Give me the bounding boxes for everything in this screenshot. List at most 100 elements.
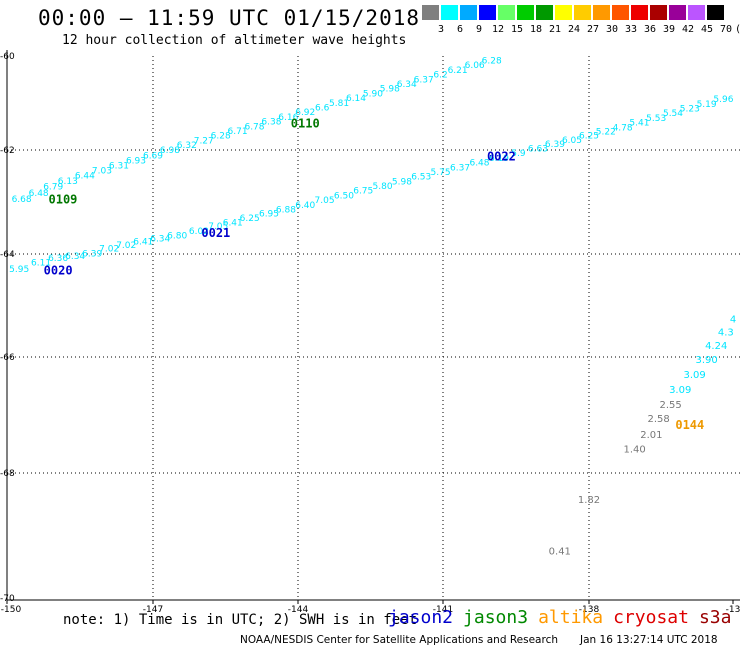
legend-swatch (460, 5, 477, 20)
swh-value: 7.27 (194, 136, 214, 146)
y-tick-label: -68 (0, 469, 15, 479)
legend-swatch (441, 5, 458, 20)
swh-value: 6.25 (240, 214, 260, 224)
plot-area: -150 -147 -144 -141 -138 -13 -60 -62 -64 -66 -68 -7… (0, 50, 740, 612)
swh-value: 6.32 (177, 141, 197, 151)
swh-value: 6.80 (167, 231, 187, 241)
swh-value: 6.92 (295, 108, 315, 118)
legend-swatch (669, 5, 686, 20)
swh-value: 7.05 (315, 196, 335, 206)
legend-label: 70 (719, 24, 733, 35)
legend-swatch (498, 5, 515, 20)
pass-time-label: 0021 (201, 226, 230, 240)
swh-value: 2.58 (647, 414, 669, 425)
legend-label: 12 (491, 24, 505, 35)
swh-value: 5.22 (596, 127, 616, 137)
legend-label: 3 (437, 24, 445, 35)
swh-value: 6.34 (65, 252, 85, 262)
swh-value: 6.25 (579, 132, 599, 142)
swh-value: 3.09 (669, 385, 691, 396)
credit-text: NOAA/NESDIS Center for Satellite Applica… (240, 634, 558, 646)
legend-swatch (517, 5, 534, 20)
swh-value: 4.78 (613, 123, 633, 133)
footer-note: note: 1) Time is in UTC; 2) SWH is in fe… (63, 612, 418, 628)
swh-value: 6.06 (465, 61, 485, 71)
legend-swatch (422, 5, 439, 20)
grid (7, 56, 740, 600)
swh-value: 4 (730, 314, 736, 325)
y-tick-label: -60 (0, 52, 15, 62)
legend-label: 24 (567, 24, 581, 35)
legend-label: 39 (662, 24, 676, 35)
legend-swatch (479, 5, 496, 20)
swh-value: 3.90 (695, 355, 717, 366)
swh-value: 6.21 (448, 66, 468, 76)
swh-value: 6.05 (562, 136, 582, 146)
swh-value: 6.34 (397, 80, 417, 90)
legend-label: 18 (529, 24, 543, 35)
swh-value: 6.28 (482, 57, 502, 67)
legend-label: 27 (586, 24, 600, 35)
chart-title: 00:00 – 11:59 UTC 01/15/2018 (38, 6, 421, 30)
swh-value: 6.69 (143, 151, 163, 161)
x-tick-label: -147 (143, 605, 163, 612)
x-tick-label: -144 (288, 605, 309, 612)
swh-value: 1.40 (623, 445, 645, 456)
pass-time-label: 0110 (291, 116, 320, 130)
chart-subtitle: 12 hour collection of altimeter wave hei… (62, 33, 407, 48)
swh-value: 7.02 (99, 244, 119, 254)
swh-value: 5.9 (511, 149, 526, 159)
swh-value: 6.48 (29, 189, 49, 199)
swh-value: 6.39 (82, 250, 102, 260)
swh-value: 4.3 (718, 327, 734, 338)
y-tick-label: -62 (0, 146, 15, 156)
swh-value: 1.82 (578, 495, 600, 506)
legend-label: (ft) (735, 24, 740, 35)
pass-time-label: 0144 (675, 418, 704, 432)
axes: -150 -147 -144 -141 -138 -13 -60 -62 -64 -66 -68 -7… (0, 50, 740, 612)
legend-swatch (536, 5, 553, 20)
swh-value: 6.13 (58, 177, 78, 187)
satellite-legend: jason2 jason3 altika cryosat s3a (388, 607, 740, 628)
swh-value: 6.88 (276, 205, 296, 215)
swh-value: 5.19 (697, 100, 717, 110)
swh-value: 6.50 (334, 191, 354, 201)
swh-value: 6.79 (43, 183, 63, 193)
swh-value: 5.96 (713, 95, 733, 105)
legend-swatch (707, 5, 724, 20)
legend-swatch (555, 5, 572, 20)
swh-value: 5.41 (629, 119, 649, 129)
satellite-jason2: jason2 (388, 607, 454, 628)
swh-value: 6.78 (244, 122, 264, 132)
legend-swatch (688, 5, 705, 20)
swh-value: 7.02 (116, 241, 136, 251)
swh-value: 2.55 (659, 400, 681, 411)
swh-value: 5.81 (329, 99, 349, 109)
legend-label: 45 (700, 24, 714, 35)
legend-label: 15 (510, 24, 524, 35)
x-tick-label: -141 (433, 605, 453, 612)
swh-value: 0.41 (549, 546, 571, 557)
swh-value: 6.63 (528, 145, 548, 155)
legend-label: 33 (624, 24, 638, 35)
satellite-jason3: jason3 (463, 607, 529, 628)
swh-value: 6.48 (469, 159, 489, 169)
swh-value: 5.54 (663, 109, 683, 119)
marks: 6.686.486.796.136.447.036.316.936.696.98… (9, 57, 736, 558)
swh-value: 6.39 (545, 140, 565, 150)
swh-value: 6.53 (411, 173, 431, 183)
swh-value: 5.80 (373, 182, 393, 192)
swh-value: 6.02 (189, 227, 209, 237)
x-tick-label: -138 (579, 605, 600, 612)
satellite-altika: altika (538, 607, 604, 628)
legend-label: 30 (605, 24, 619, 35)
y-tick-label: -70 (0, 594, 15, 604)
swh-value: 6.37 (414, 75, 434, 85)
swh-value: 6.14 (346, 94, 366, 104)
swh-value: 5.98 (380, 85, 400, 95)
legend-swatch (631, 5, 648, 20)
swh-value: 6.11 (31, 258, 51, 268)
swh-value: 6.36 (48, 254, 68, 264)
swh-value: 5.53 (646, 114, 666, 124)
y-tick-label: -64 (0, 250, 15, 260)
